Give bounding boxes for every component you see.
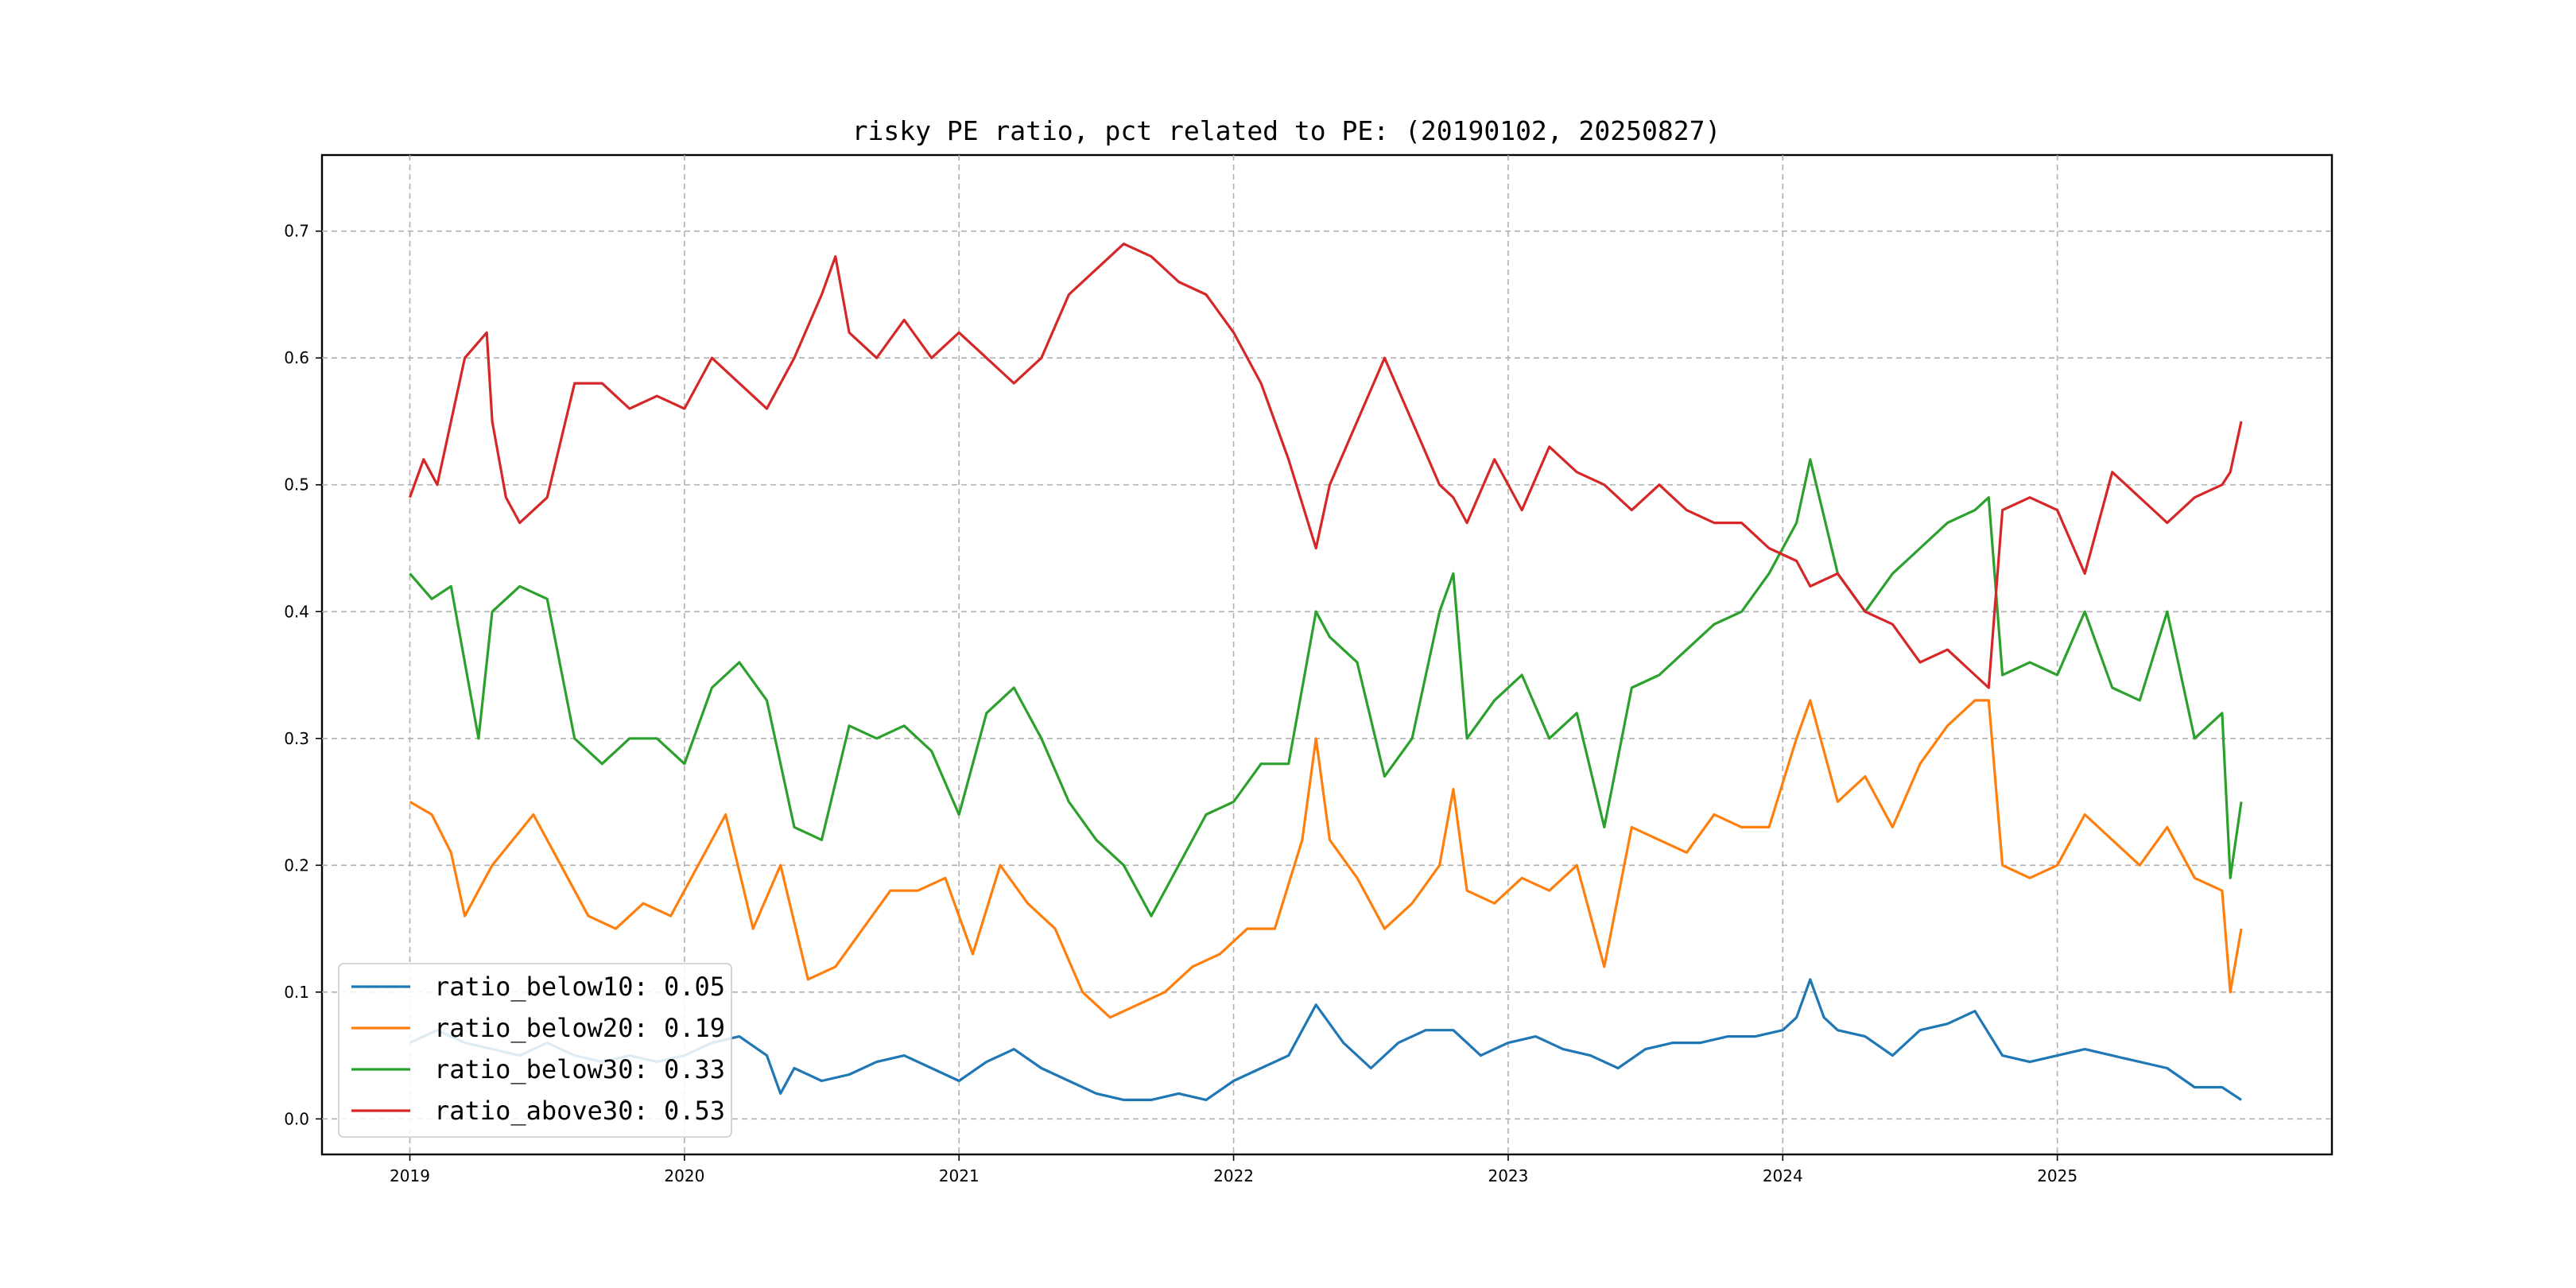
y-tick-label: 0.1 (284, 983, 309, 1002)
y-tick-label: 0.3 (284, 729, 309, 748)
chart-title: risky PE ratio, pct related to PE: (2019… (852, 115, 1721, 146)
legend-label-ratio-above30: ratio_above30: 0.53 (434, 1096, 725, 1126)
y-tick-label: 0.0 (284, 1109, 309, 1128)
x-axis-ticks: 2019 2020 2021 2022 2023 2024 2025 (390, 1154, 2077, 1185)
series-line-ratio-below30 (409, 458, 2243, 918)
series-line-ratio-below20 (409, 699, 2243, 1019)
y-tick-label: 0.5 (284, 475, 309, 495)
legend-label-ratio-below10: ratio_below10: 0.05 (434, 972, 725, 1002)
y-tick-label: 0.4 (284, 602, 309, 621)
x-tick-label: 2023 (1488, 1166, 1528, 1185)
y-tick-label: 0.7 (284, 222, 309, 241)
x-tick-label: 2025 (2037, 1166, 2077, 1185)
legend: ratio_below10: 0.05 ratio_below20: 0.19 ra… (338, 963, 732, 1138)
x-tick-label: 2020 (664, 1166, 704, 1185)
legend-box (338, 963, 732, 1138)
x-tick-label: 2021 (939, 1166, 980, 1185)
y-axis-ticks: 0.0 0.1 0.2 0.3 0.4 0.5 0.6 0.7 (284, 222, 322, 1128)
x-tick-label: 2022 (1213, 1166, 1254, 1185)
y-tick-label: 0.6 (284, 348, 309, 367)
y-tick-label: 0.2 (284, 855, 309, 875)
legend-label-ratio-below30: ratio_below30: 0.33 (434, 1054, 725, 1084)
series-line-ratio-above30 (408, 242, 2243, 689)
x-tick-label: 2024 (1763, 1166, 1803, 1185)
legend-label-ratio-below20: ratio_below20: 0.19 (434, 1013, 725, 1043)
x-tick-label: 2019 (390, 1166, 430, 1185)
